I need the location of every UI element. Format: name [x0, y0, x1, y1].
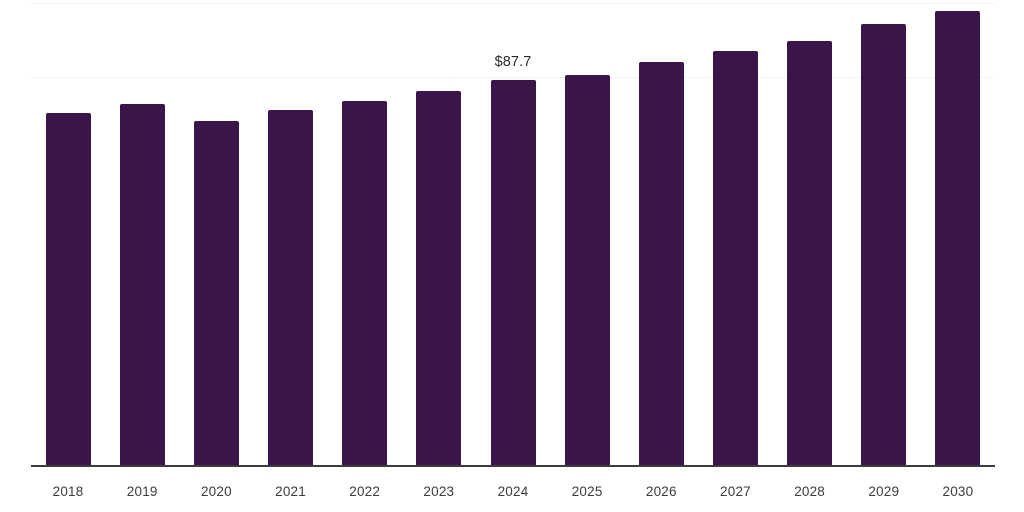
x-tick-label-2020: 2020 — [200, 484, 232, 499]
x-tick-label-2021: 2021 — [275, 484, 306, 499]
bar-value-label-2030: $103.6 — [935, 0, 980, 1]
bar-2029[interactable] — [861, 0, 907, 466]
bar-rect-2030[interactable] — [935, 10, 981, 466]
bar-rect-2023[interactable] — [416, 91, 462, 466]
x-axis-line — [31, 465, 995, 467]
x-tick-label-2018: 2018 — [52, 484, 84, 499]
x-tick-label-2025: 2025 — [571, 484, 603, 499]
bar-2020[interactable] — [193, 0, 239, 466]
bar-2024[interactable]: $87.7 — [490, 0, 536, 466]
x-tick-label-2028: 2028 — [794, 484, 826, 499]
bar-2021[interactable] — [268, 0, 314, 466]
bar-rect-2026[interactable] — [638, 62, 684, 466]
bar-2027[interactable] — [712, 0, 758, 466]
x-tick-label-2030: 2030 — [942, 484, 974, 499]
bar-rect-2024[interactable] — [490, 80, 536, 466]
bar-2025[interactable] — [564, 0, 610, 466]
bar-rect-2025[interactable] — [564, 74, 610, 466]
bar-rect-2028[interactable] — [787, 40, 833, 466]
bar-rect-2021[interactable] — [268, 109, 314, 466]
gridline-lower — [31, 77, 995, 78]
x-tick-label-2024: 2024 — [497, 484, 529, 499]
bar-2022[interactable] — [342, 0, 388, 466]
bar-2030[interactable]: $103.6 — [935, 0, 981, 466]
bar-2026[interactable] — [638, 0, 684, 466]
bar-2028[interactable] — [787, 0, 833, 466]
bar-rect-2027[interactable] — [712, 51, 758, 466]
bar-rect-2019[interactable] — [119, 104, 165, 466]
bar-2018[interactable] — [45, 0, 91, 466]
bar-rect-2018[interactable] — [45, 113, 91, 466]
bar-rect-2029[interactable] — [861, 24, 907, 466]
x-tick-label-2027: 2027 — [720, 484, 751, 499]
bar-2019[interactable] — [119, 0, 165, 466]
x-tick-label-2023: 2023 — [423, 484, 455, 499]
plot-area: $87.7 $103.6 — [31, 0, 995, 466]
bar-rect-2020[interactable] — [193, 120, 239, 466]
x-tick-label-2026: 2026 — [645, 484, 677, 499]
x-tick-label-2019: 2019 — [126, 484, 158, 499]
x-tick-label-2022: 2022 — [349, 484, 381, 499]
x-tick-label-2029: 2029 — [868, 484, 900, 499]
bar-2023[interactable] — [416, 0, 462, 466]
gridline-upper — [31, 3, 995, 4]
bar-rect-2022[interactable] — [342, 100, 388, 466]
bar-value-label-2024: $87.7 — [494, 54, 532, 71]
